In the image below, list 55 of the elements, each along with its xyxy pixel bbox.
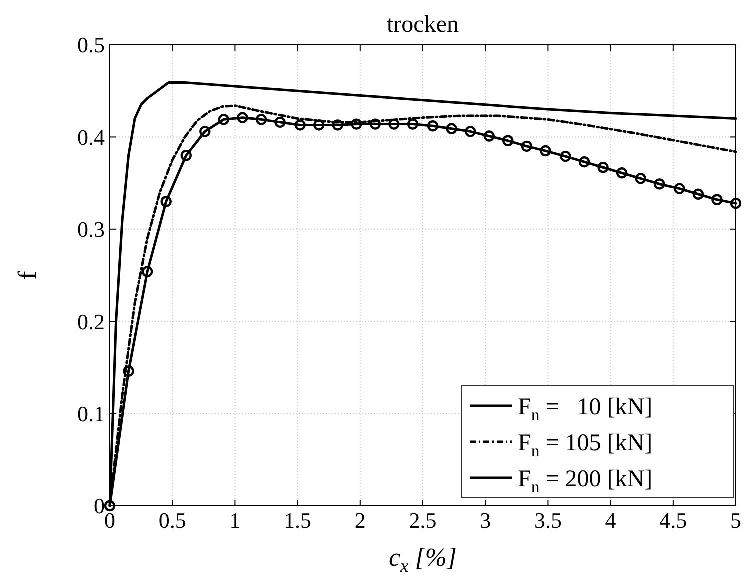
point	[674, 183, 686, 194]
point	[218, 114, 230, 126]
x-tick-label: 2.5	[409, 508, 437, 533]
point	[351, 118, 362, 130]
point	[104, 500, 116, 512]
point	[560, 150, 572, 162]
legend-label: F$_{n}$ = 10 [kN]	[518, 394, 653, 424]
point	[256, 114, 268, 126]
point	[464, 126, 476, 138]
point	[598, 162, 609, 174]
point	[730, 198, 742, 210]
x-tick-label: 4	[605, 508, 616, 533]
point	[654, 178, 666, 190]
point	[540, 145, 552, 157]
x-tick-label: 2	[354, 508, 366, 533]
x-tick-label: 1	[230, 508, 241, 533]
point	[635, 173, 646, 184]
y-tick-label: 0.3	[78, 217, 105, 242]
point	[521, 140, 533, 152]
point	[692, 188, 704, 200]
point	[332, 120, 344, 131]
point	[427, 120, 439, 132]
legend-label: F$_{n}$ = 105 [kN]	[518, 430, 653, 460]
point	[160, 196, 172, 208]
point	[313, 120, 325, 131]
x-tick-label: 1.5	[284, 508, 312, 533]
chart-title: trocken	[387, 12, 459, 38]
point	[388, 118, 400, 130]
point	[616, 168, 628, 179]
y-axis-title: f	[13, 270, 42, 280]
y-tick-label: 0.4	[78, 124, 105, 150]
point	[578, 156, 590, 168]
point	[446, 123, 458, 134]
point	[274, 116, 286, 128]
point	[712, 194, 723, 206]
point	[294, 120, 306, 131]
x-tick-label: 0.5	[158, 508, 186, 533]
point	[237, 112, 248, 124]
point	[370, 118, 382, 130]
point	[180, 150, 192, 162]
point	[123, 366, 134, 377]
x-tick-label: 3	[480, 508, 492, 533]
point	[200, 126, 211, 138]
x-tick-label: 3.5	[534, 508, 562, 533]
y-tick-label: 0.1	[78, 402, 105, 426]
y-tick-label: 0.2	[78, 309, 105, 334]
x-tick-label: 5	[730, 508, 742, 533]
x-axis-title: c$_{x}$ [%]	[388, 543, 458, 576]
x-tick-label: 4.5	[660, 508, 688, 533]
point	[502, 135, 514, 146]
point	[142, 266, 154, 278]
point	[407, 118, 419, 130]
point	[484, 130, 495, 142]
y-tick-label: 0.5	[78, 32, 105, 58]
legend-label: F$_{n}$ = 200 [kN]	[518, 466, 653, 496]
